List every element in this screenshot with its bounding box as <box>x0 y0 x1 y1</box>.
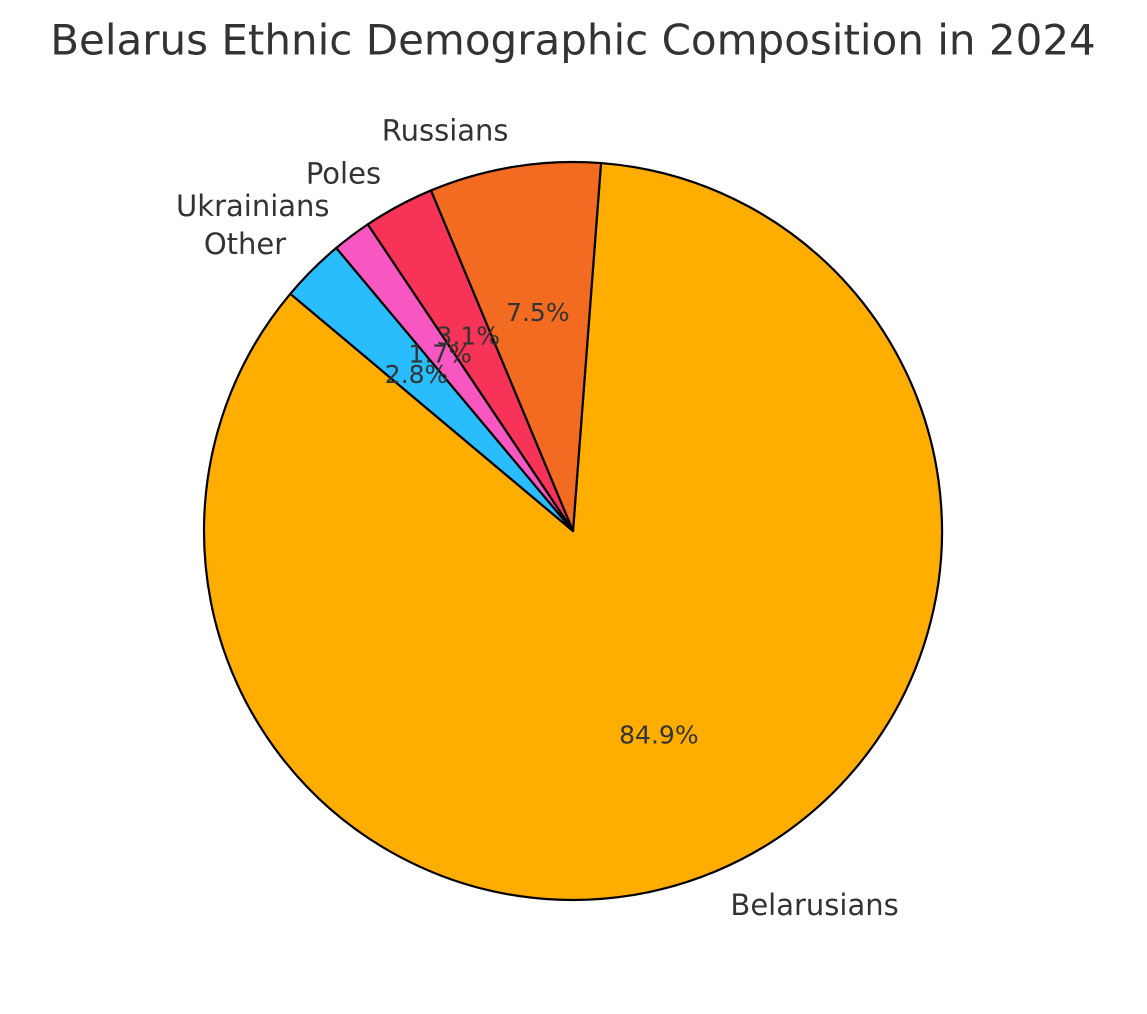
pie-slice <box>289 246 575 533</box>
slice-label: Poles <box>306 156 381 190</box>
value-label: 2.8% <box>385 360 449 389</box>
slice-label: Belarusians <box>730 888 898 922</box>
value-label: 3.1% <box>437 321 501 350</box>
pie-slice <box>429 160 603 533</box>
slice-label: Other <box>204 227 286 261</box>
slice-label: Ukrainians <box>176 189 329 223</box>
value-label: 84.9% <box>619 721 698 750</box>
chart-title: Belarus Ethnic Demographic Composition i… <box>50 16 1096 65</box>
value-label: 1.7% <box>408 339 472 368</box>
slice-label: Russians <box>382 113 509 147</box>
value-label: 7.5% <box>506 298 570 327</box>
